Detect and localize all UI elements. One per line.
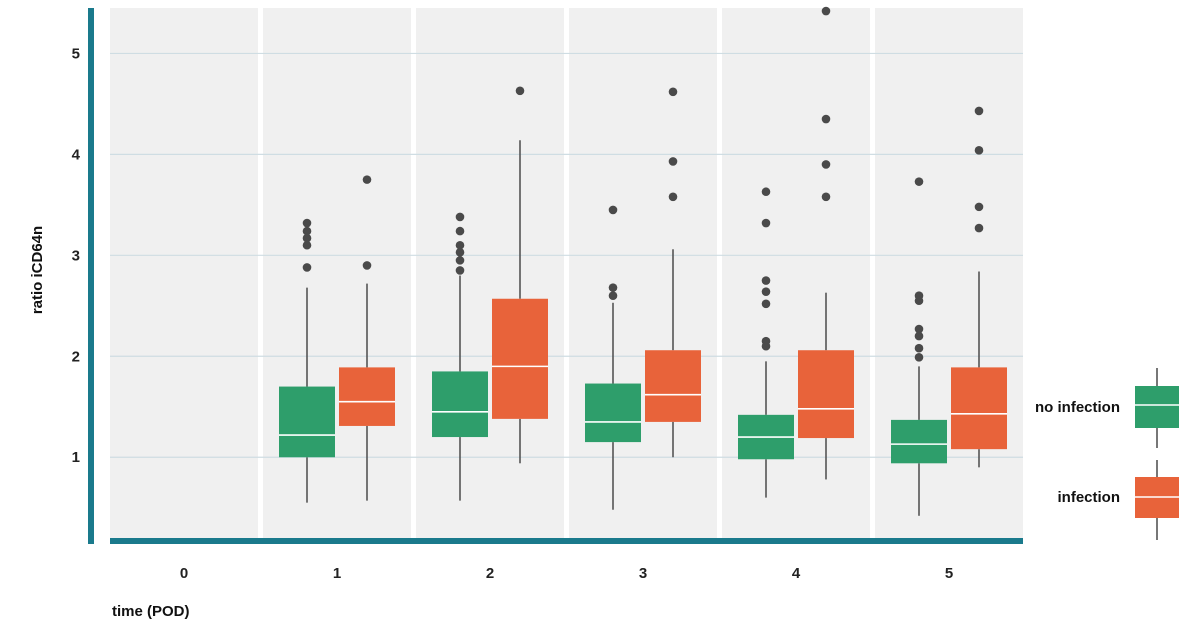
panel-3 [569,8,717,538]
outlier-point [608,205,618,215]
outlier-point [761,187,771,197]
box-body [432,371,488,438]
category-panels [110,8,1023,538]
outlier-point [455,248,465,257]
outlier-point [914,343,924,353]
outlier-point [761,218,771,228]
box-no-infection-3 [585,205,641,510]
outlier-point [302,240,312,250]
outlier-point [974,146,984,155]
outlier-point [362,261,372,270]
box-body [585,383,641,443]
box-infection-4 [798,6,854,480]
panel-0 [110,8,258,538]
outlier-point [761,299,771,309]
box-infection-3 [645,87,701,458]
panel-2 [416,8,564,538]
outlier-point [821,160,831,169]
outlier-point [302,218,312,228]
outlier-point [761,336,771,346]
y-axis-title: ratio iCD64n [29,226,46,314]
x-tick-label-2: 2 [486,565,494,582]
panel-1 [263,8,411,538]
legend-item-no-infection: no infection [1035,368,1179,448]
x-axis-title: time (POD) [112,603,190,620]
outlier-point [974,106,984,116]
legend-swatch [1135,386,1179,428]
x-axis-line [110,538,1023,544]
y-tick-label-2: 2 [72,348,80,365]
box-body [645,350,701,422]
box-series [279,6,1007,516]
y-tick-label-1: 1 [72,449,80,466]
outlier-point [362,175,372,184]
outlier-point [914,352,924,362]
box-body [492,298,548,419]
outlier-point [914,177,924,186]
outlier-point [761,287,771,296]
outlier-point [455,212,465,222]
box-no-infection-2 [432,212,488,501]
y-axis-line [88,8,94,544]
box-infection-5 [951,106,1007,468]
box-no-infection-5 [891,177,947,516]
outlier-point [302,233,312,243]
outlier-point [668,87,678,97]
outlier-point [761,276,771,285]
outlier-point [608,283,618,292]
outlier-point [821,114,831,124]
outlier-point [914,291,924,301]
box-body [951,367,1007,450]
axes: 1 2 3 4 5 0 1 2 3 4 5 [72,8,1023,582]
box-infection-1 [339,175,395,501]
box-infection-2 [492,86,548,464]
legend-item-infection: infection [1058,460,1179,540]
x-tick-label-4: 4 [792,565,801,582]
outlier-point [821,192,831,202]
legend: no infection infection [1035,368,1179,540]
outlier-point [974,202,984,212]
outlier-point [515,86,525,96]
box-no-infection-4 [738,187,794,498]
box-body [891,419,947,464]
outlier-point [455,226,465,236]
box-body [339,367,395,426]
outlier-point [668,157,678,166]
box-no-infection-1 [279,218,335,503]
outlier-point [455,256,465,265]
y-tick-label-4: 4 [72,146,81,163]
x-tick-label-1: 1 [333,565,341,582]
box-body [279,386,335,458]
outlier-point [974,223,984,233]
outlier-point [608,291,618,301]
outlier-point [821,6,831,16]
legend-label: infection [1058,489,1121,506]
legend-label: no infection [1035,399,1120,416]
box-body [798,350,854,439]
outlier-point [914,331,924,341]
outlier-point [914,324,924,334]
outlier-point [455,240,465,250]
outlier-point [668,192,678,202]
x-tick-label-3: 3 [639,565,647,582]
x-tick-label-5: 5 [945,565,953,582]
outlier-point [302,226,312,236]
x-tick-label-0: 0 [180,565,188,582]
outlier-point [455,266,465,275]
gridlines [110,52,1023,458]
y-tick-label-3: 3 [72,247,80,264]
y-tick-label-5: 5 [72,45,80,62]
outlier-point [302,263,312,272]
